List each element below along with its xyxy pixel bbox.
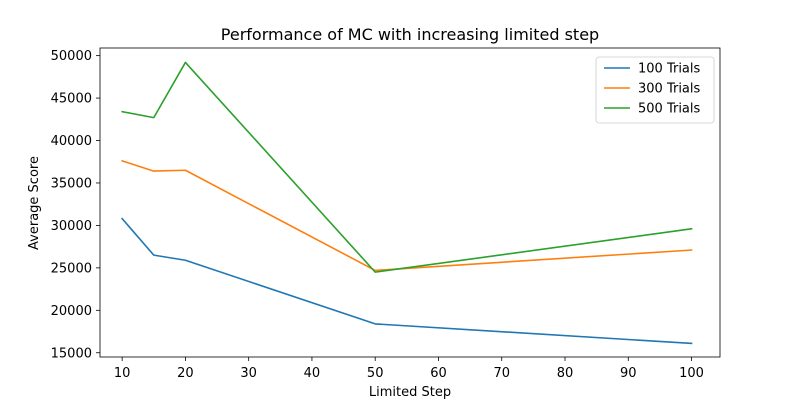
series-line-2	[121, 159, 693, 272]
y-tick-label: 45000	[51, 92, 92, 107]
x-tick-label: 50	[367, 366, 384, 381]
legend-label-1: 100 Trials	[638, 62, 701, 77]
y-tick-label: 30000	[51, 219, 92, 234]
x-tick-label: 30	[240, 366, 257, 381]
x-tick-label: 90	[620, 366, 637, 381]
x-tick-label: 80	[557, 366, 574, 381]
axes-frame	[99, 47, 721, 358]
legend-label-2: 300 Trials	[638, 82, 701, 97]
y-axis-label: Average Score	[27, 156, 42, 250]
x-tick-label: 10	[114, 366, 131, 381]
x-axis-label: Limited Step	[369, 385, 451, 400]
series-line-3	[121, 61, 693, 273]
series-line-1	[121, 217, 693, 345]
y-tick-label: 25000	[51, 261, 92, 276]
y-tick-label: 35000	[51, 176, 92, 191]
legend: 100 Trials 300 Trials 500 Trials	[595, 56, 715, 124]
x-tick-label: 100	[679, 366, 704, 381]
y-tick-label: 50000	[51, 49, 92, 64]
x-tick-label: 60	[430, 366, 447, 381]
y-tick-label: 40000	[51, 134, 92, 149]
y-tick-label: 20000	[51, 304, 92, 319]
x-tick-label: 70	[493, 366, 510, 381]
chart-title: Performance of MC with increasing limite…	[221, 25, 599, 44]
x-tick-label: 40	[304, 366, 321, 381]
legend-label-3: 500 Trials	[638, 102, 701, 117]
plot-area: 10 20 30 40 50 60 70 80 90 100 15000 20000 25000 3000…	[51, 47, 721, 381]
legend-box	[595, 56, 715, 124]
y-tick-label: 15000	[51, 346, 92, 361]
x-tick-label: 20	[177, 366, 194, 381]
